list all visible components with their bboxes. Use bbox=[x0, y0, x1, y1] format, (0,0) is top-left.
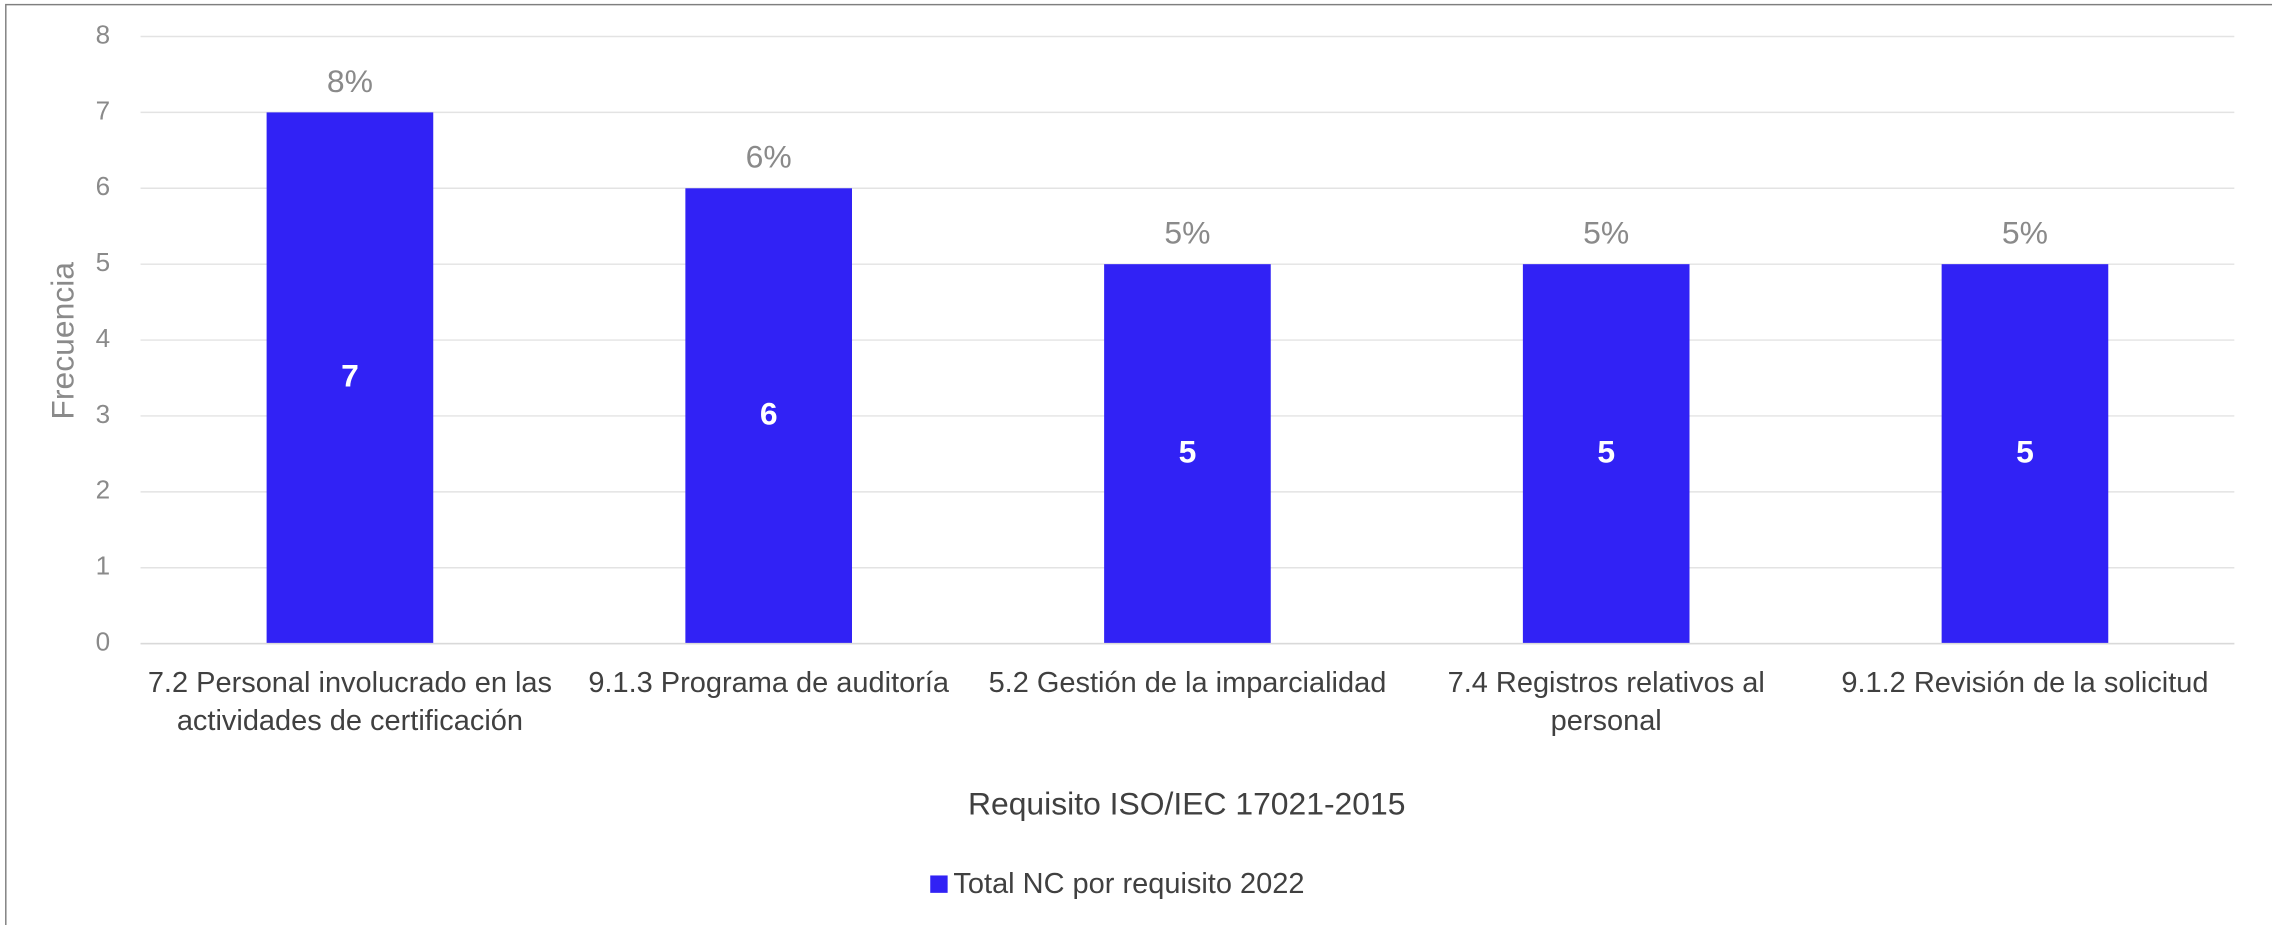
y-axis-label: Frecuencia bbox=[45, 262, 81, 420]
percent-label: 6% bbox=[746, 139, 792, 175]
percent-label: 5% bbox=[2002, 215, 2048, 251]
percent-label: 8% bbox=[327, 63, 373, 99]
bar bbox=[266, 112, 434, 644]
label-line: 9.1.3 Programa de auditoría bbox=[588, 667, 950, 699]
bar-value-label: 5 bbox=[1179, 433, 1197, 469]
x-tick-label: 7.4 Registros relativos al personal bbox=[1448, 667, 1765, 737]
y-tick-label: 7 bbox=[96, 95, 111, 125]
x-tick-label: 7.2 Personal involucrado en las actividad… bbox=[148, 667, 552, 737]
y-tick-label: 8 bbox=[96, 19, 111, 49]
y-tick-label: 1 bbox=[96, 551, 111, 581]
label-line: 5.2 Gestión de la imparcialidad bbox=[989, 667, 1387, 699]
y-tick-label: 6 bbox=[96, 171, 111, 201]
bar bbox=[1104, 264, 1271, 644]
y-tick-label: 0 bbox=[96, 627, 111, 657]
bar bbox=[1522, 264, 1690, 644]
y-tick-label: 2 bbox=[96, 475, 111, 505]
bar bbox=[1941, 264, 2109, 644]
x-axis-label: Requisito ISO/IEC 17021-2015 bbox=[968, 785, 1405, 821]
y-tick-label: 5 bbox=[96, 247, 111, 277]
x-tick-label: 9.1.3 Programa de auditoría bbox=[588, 667, 950, 699]
bar-value-label: 5 bbox=[2016, 433, 2034, 469]
legend-label: Total NC por requisito 2022 bbox=[953, 868, 1304, 900]
label-line: 9.1.2 Revisión de la solicitud bbox=[1841, 667, 2208, 699]
legend-swatch bbox=[930, 875, 948, 893]
label-line: personal bbox=[1551, 705, 1662, 737]
label-line: 7.2 Personal involucrado en las bbox=[148, 667, 552, 699]
bar-value-label: 6 bbox=[760, 395, 778, 431]
bar-value-label: 7 bbox=[341, 357, 359, 393]
label-line: 7.4 Registros relativos al bbox=[1448, 667, 1765, 699]
y-tick-label: 4 bbox=[96, 323, 111, 353]
label-line: actividades de certificación bbox=[177, 705, 523, 737]
legend: Total NC por requisito 2022 bbox=[930, 868, 1304, 900]
percent-label: 5% bbox=[1164, 215, 1210, 251]
bar-value-label: 5 bbox=[1597, 433, 1615, 469]
percent-label: 5% bbox=[1583, 215, 1629, 251]
y-tick-label: 3 bbox=[96, 399, 111, 429]
bar bbox=[685, 188, 852, 644]
x-tick-label: 9.1.2 Revisión de la solicitud bbox=[1841, 667, 2208, 699]
x-tick-label: 5.2 Gestión de la imparcialidad bbox=[989, 667, 1387, 699]
